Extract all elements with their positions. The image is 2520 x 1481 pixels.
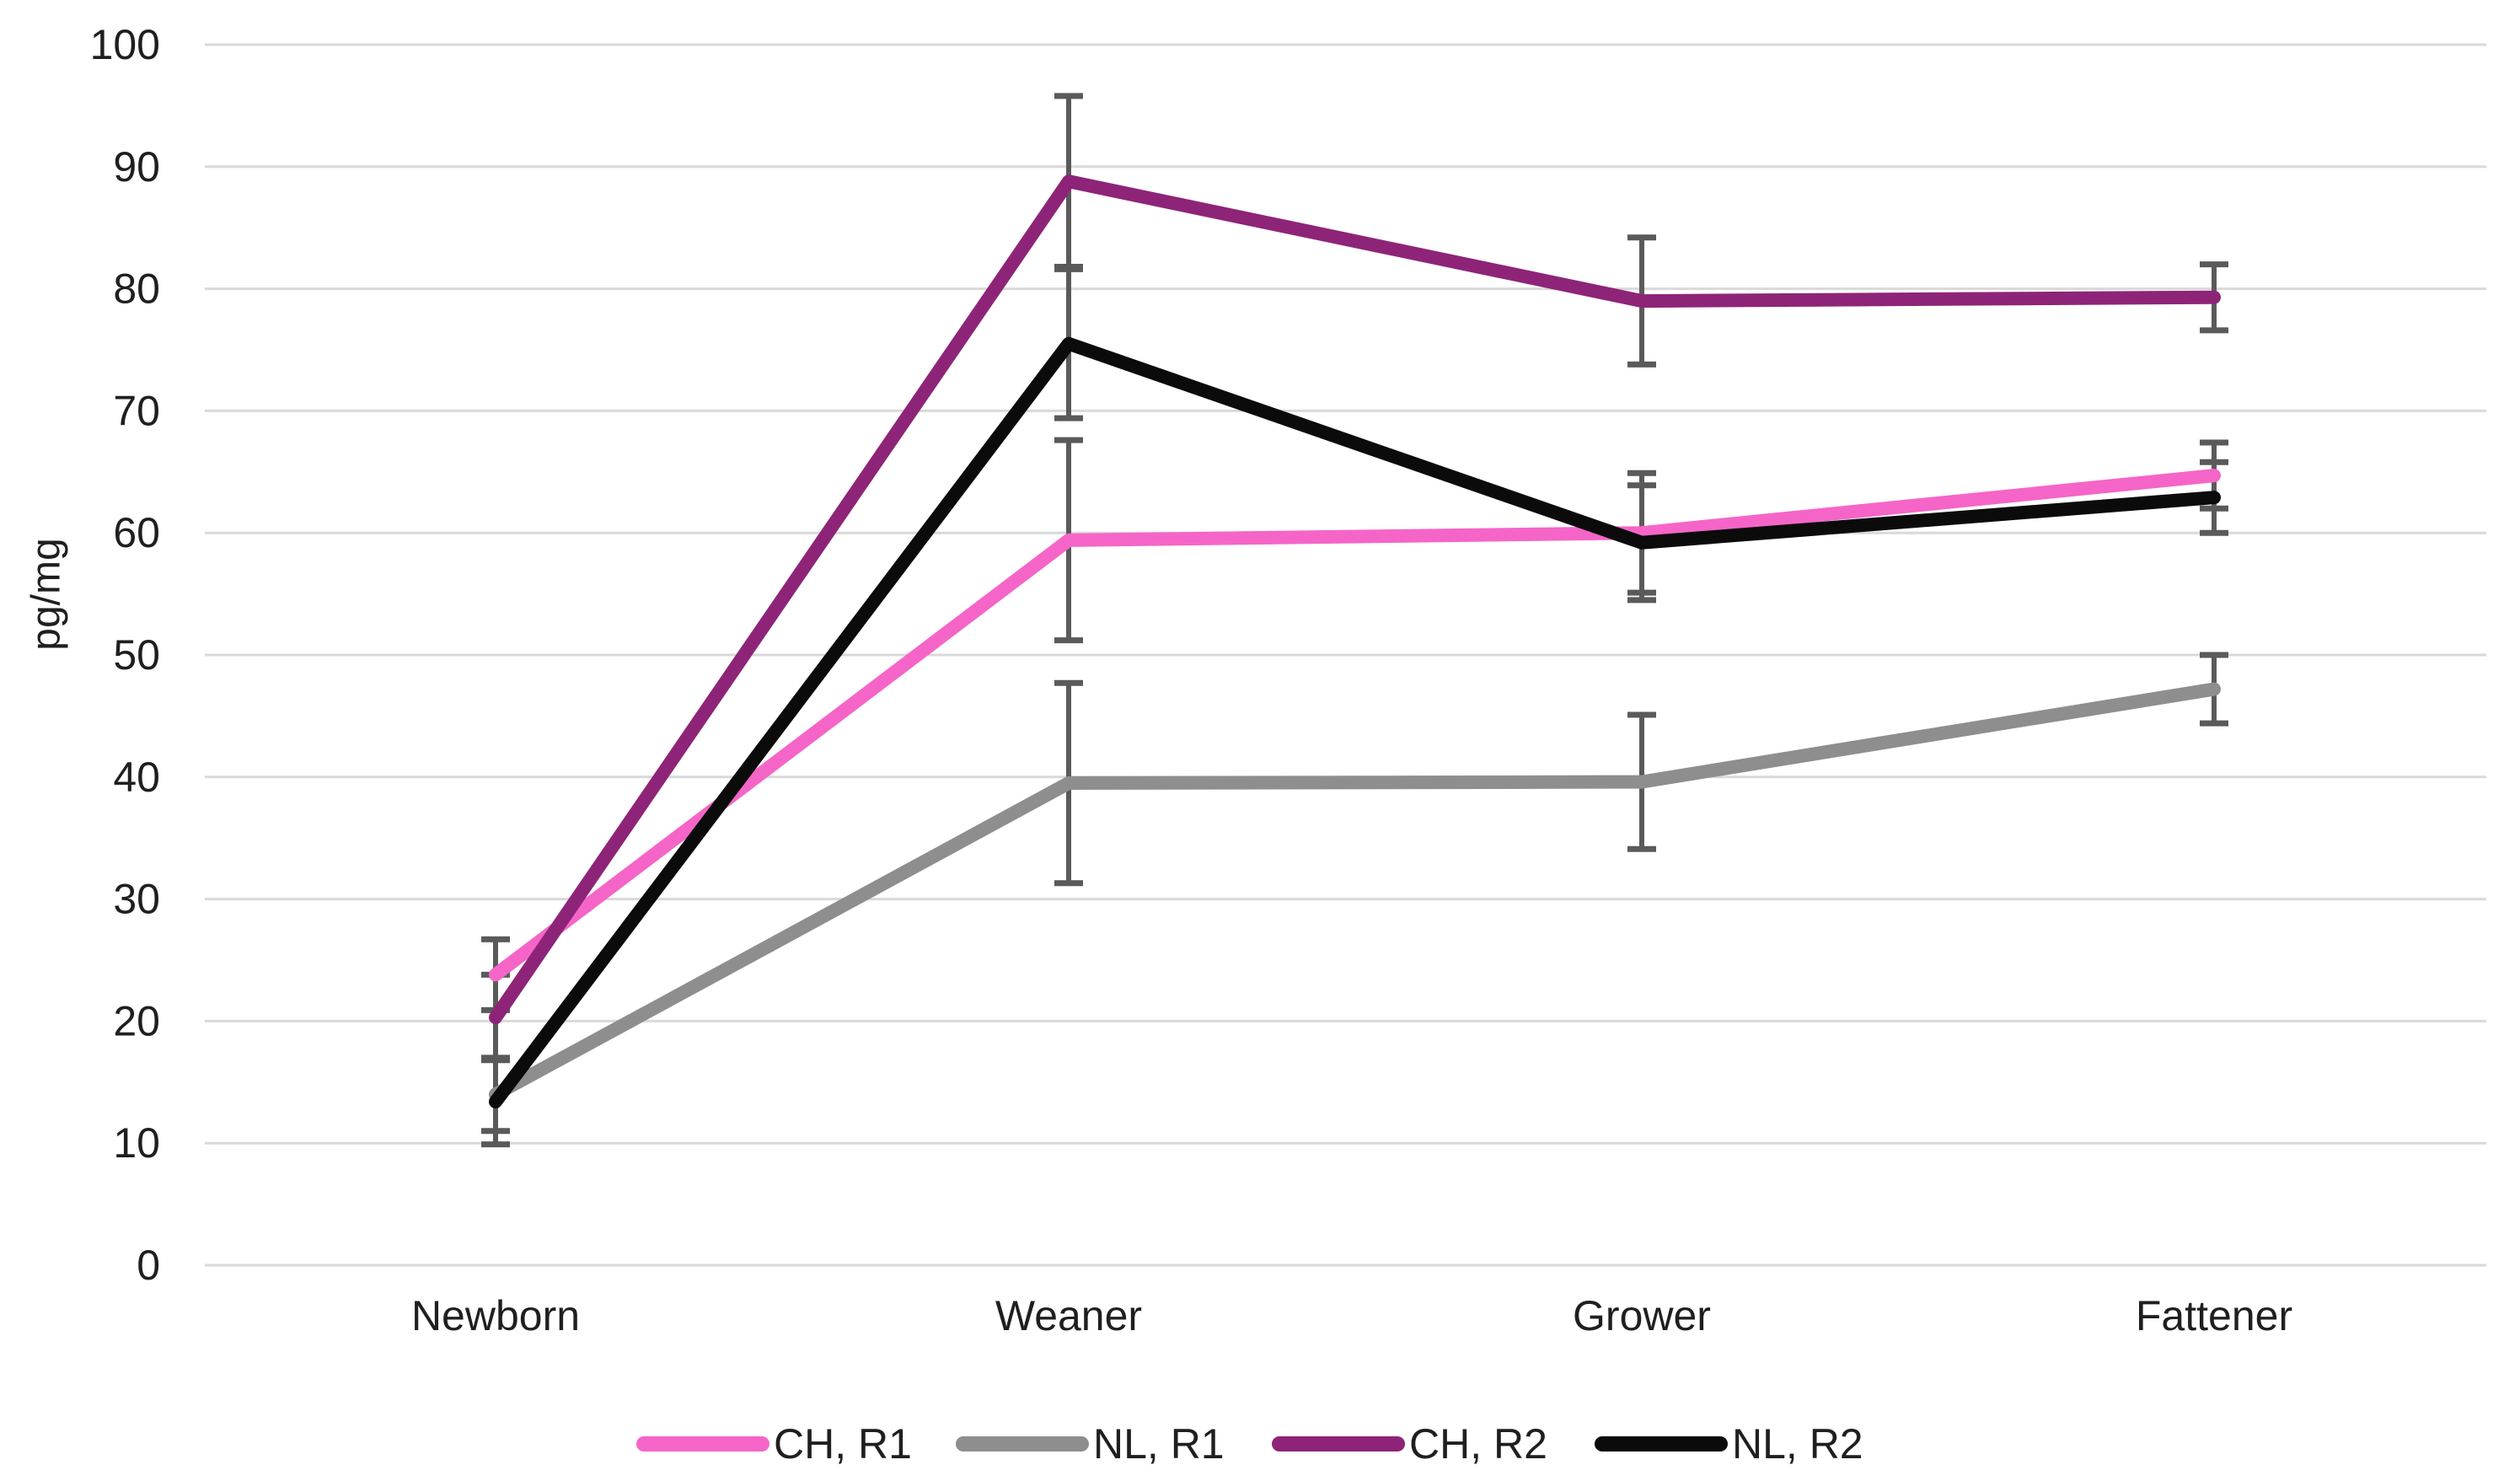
- y-axis-title: pg/mg: [24, 538, 69, 650]
- y-tick-label: 70: [113, 387, 160, 434]
- x-category-label: Fattener: [2136, 1292, 2292, 1339]
- x-category-label: Newborn: [411, 1292, 580, 1339]
- y-tick-label: 20: [113, 997, 160, 1044]
- y-tick-label: 40: [113, 754, 160, 801]
- x-axis-category-labels: Newborn Weaner Grower Fattener: [411, 1292, 2292, 1339]
- legend-item: NL, R1: [956, 1420, 1225, 1468]
- y-tick-label: 30: [113, 876, 160, 923]
- y-tick-label: 50: [113, 631, 160, 679]
- legend-item: CH, R2: [1272, 1420, 1547, 1468]
- y-tick-label: 90: [113, 143, 160, 190]
- x-category-label: Grower: [1573, 1292, 1711, 1339]
- legend-label: NL, R1: [1093, 1420, 1225, 1468]
- legend-item: NL, R2: [1595, 1420, 1863, 1468]
- series-line-ch-r2: [489, 174, 2221, 1025]
- error-bars-group: [481, 93, 2228, 1148]
- legend-label: NL, R2: [1732, 1420, 1863, 1468]
- y-tick-label: 100: [90, 21, 160, 68]
- gridlines-group: [205, 43, 2486, 1267]
- legend-label: CH, R1: [774, 1420, 912, 1468]
- y-tick-label: 60: [113, 509, 160, 556]
- y-tick-label: 0: [137, 1242, 160, 1289]
- series-line-nl-r1: [489, 682, 2221, 1102]
- y-tick-label: 10: [113, 1119, 160, 1167]
- legend-item: CH, R1: [636, 1420, 912, 1468]
- series-line-nl-r2: [489, 336, 2221, 1108]
- legend-label: CH, R2: [1409, 1420, 1547, 1468]
- y-tick-label: 80: [113, 266, 160, 313]
- x-category-label: Weaner: [995, 1292, 1142, 1339]
- y-axis-tick-labels: 0 10 20 30 40 50 60 70 80 90 100: [90, 21, 160, 1289]
- legend: CH, R1 NL, R1 CH, R2 NL, R2: [636, 1420, 1863, 1468]
- series-line-ch-r1: [489, 469, 2221, 982]
